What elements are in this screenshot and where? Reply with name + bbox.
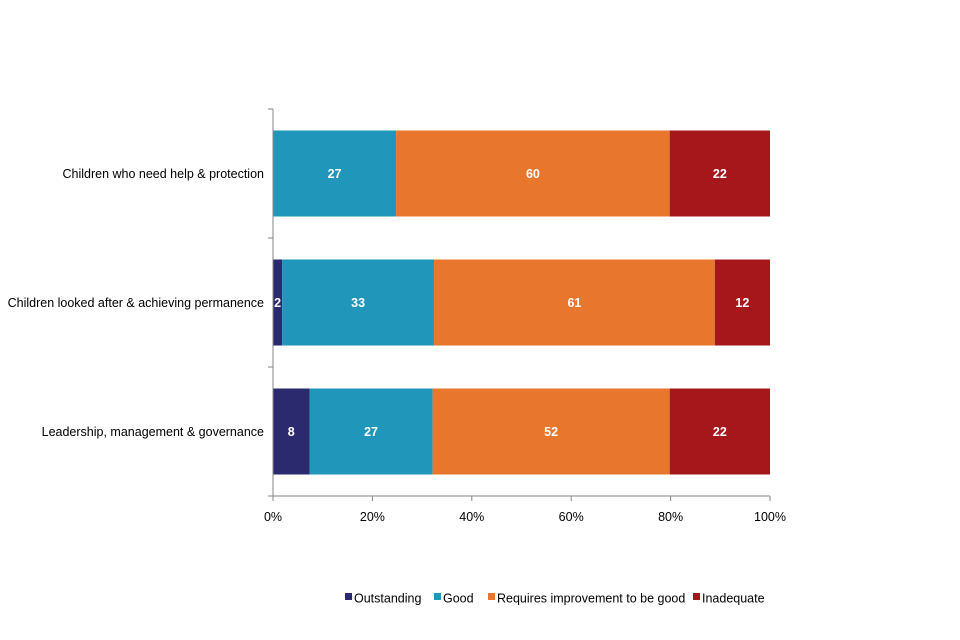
bar-segment-good — [282, 259, 435, 346]
category-label: Children looked after & achieving perman… — [8, 296, 264, 310]
bar-segment-requires-improvement-to-be-good — [396, 130, 670, 217]
data-label: 12 — [735, 296, 749, 310]
bar-segment-outstanding — [273, 259, 283, 346]
legend-swatch — [488, 593, 495, 600]
x-tick-label: 60% — [559, 510, 584, 524]
data-label: 60 — [526, 167, 540, 181]
bar-segment-inadequate — [669, 388, 770, 475]
legend-label: Outstanding — [354, 592, 421, 606]
legend-label: Requires improvement to be good — [497, 592, 685, 606]
x-tick-label: 100% — [754, 510, 786, 524]
bar-segment-good — [309, 388, 433, 475]
bar-segment-inadequate — [714, 259, 770, 346]
data-label: 33 — [351, 296, 365, 310]
legend-label: Inadequate — [702, 592, 765, 606]
legend-swatch — [693, 593, 700, 600]
x-tick-label: 0% — [264, 510, 282, 524]
legend-swatch — [434, 593, 441, 600]
x-tick-label: 80% — [658, 510, 683, 524]
legend-swatch — [345, 593, 352, 600]
data-label: 61 — [567, 296, 581, 310]
data-label: 27 — [328, 167, 342, 181]
data-label: 8 — [288, 425, 295, 439]
x-tick-label: 20% — [360, 510, 385, 524]
bar-segment-inadequate — [669, 130, 770, 217]
data-label: 52 — [544, 425, 558, 439]
legend-label: Good — [443, 592, 474, 606]
data-label: 2 — [274, 296, 281, 310]
bar-segment-requires-improvement-to-be-good — [432, 388, 670, 475]
category-label: Leadership, management & governance — [42, 425, 264, 439]
bar-segment-good — [273, 130, 397, 217]
category-label: Children who need help & protection — [62, 167, 264, 181]
data-label: 27 — [364, 425, 378, 439]
bar-segment-outstanding — [273, 388, 310, 475]
x-tick-label: 40% — [459, 510, 484, 524]
data-label: 22 — [713, 167, 727, 181]
bar-segment-requires-improvement-to-be-good — [434, 259, 715, 346]
data-label: 22 — [713, 425, 727, 439]
